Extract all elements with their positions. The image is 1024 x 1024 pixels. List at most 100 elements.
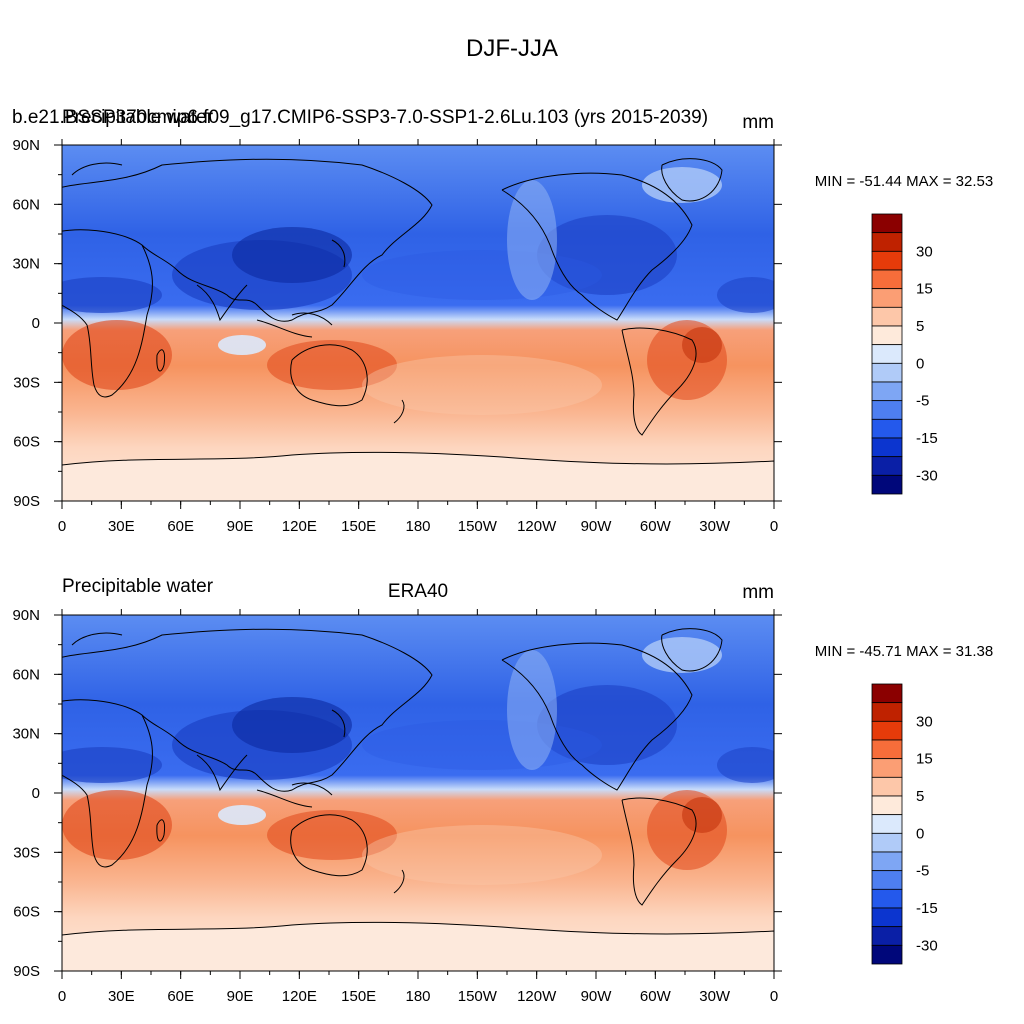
colorbar-swatch	[871, 288, 903, 308]
colorbar-swatch	[871, 907, 903, 928]
colorbar-label: 0	[916, 355, 924, 372]
y-tick-label: 0	[32, 315, 40, 332]
colorbar-swatch	[871, 739, 903, 760]
y-tick-label: 0	[32, 785, 40, 802]
colorbar-label: 30	[916, 713, 933, 730]
colorbar-label: -30	[916, 937, 938, 954]
x-tick-label: 60W	[640, 988, 672, 1005]
colorbar-swatch	[871, 269, 903, 290]
colorbar-label: -5	[916, 863, 929, 880]
colorbar-swatch	[871, 232, 903, 252]
colorbar-swatch	[871, 944, 903, 965]
colorbar-label: 0	[916, 825, 924, 842]
x-tick-label: 120E	[282, 988, 317, 1005]
panel-2-units: mm	[742, 582, 774, 603]
x-tick-label: 150E	[341, 518, 376, 535]
colorbar-swatch	[871, 344, 903, 364]
colorbar-swatch	[871, 362, 903, 383]
x-tick-label: 30E	[108, 988, 135, 1005]
colorbar-swatch	[871, 795, 903, 816]
x-tick-label: 150W	[458, 988, 498, 1005]
figure-title: DJF-JJA	[466, 35, 558, 62]
panel-2: Precipitable water ERA40 mm MIN = -45.71…	[12, 576, 993, 1005]
colorbar-label: 15	[916, 281, 933, 298]
y-tick-label: 30N	[12, 256, 40, 273]
x-tick-label: 30W	[699, 988, 731, 1005]
panel-1-y-ticks: 90N 60N 30N 0 30S 60S 90S	[12, 137, 782, 510]
panel-2-x-ticks: 0 30E 60E 90E 120E 150E 180 150W 120W 90W 60W 30W 0	[58, 609, 778, 1005]
x-tick-label: 120W	[517, 988, 557, 1005]
x-tick-label: 60W	[640, 518, 672, 535]
y-tick-label: 30N	[12, 726, 40, 743]
y-tick-label: 30S	[13, 374, 40, 391]
panel-2-min-max: MIN = -45.71 MAX = 31.38	[815, 643, 993, 660]
x-tick-label: 180	[405, 518, 430, 535]
y-tick-label: 90S	[13, 963, 40, 980]
x-tick-label: 60E	[167, 518, 194, 535]
colorbar-swatch	[871, 702, 903, 722]
x-tick-label: 150W	[458, 518, 498, 535]
x-tick-label: 30W	[699, 518, 731, 535]
colorbar-swatch	[871, 720, 903, 741]
colorbar-swatch	[871, 437, 903, 458]
colorbar-swatch	[871, 814, 903, 834]
panel-2-colorbar: 30 15 5 0 -5 -15 -30	[871, 683, 938, 965]
panel-1: b.e21.BSSP370cmip6.f09_g17.CMIP6-SSP3-7.…	[12, 107, 993, 535]
x-tick-label: 0	[58, 518, 66, 535]
colorbar-label: -15	[916, 430, 938, 447]
colorbar-swatch	[871, 832, 903, 853]
x-tick-label: 60E	[167, 988, 194, 1005]
colorbar-swatch	[871, 776, 903, 797]
x-tick-label: 120E	[282, 518, 317, 535]
colorbar-swatch	[871, 381, 903, 402]
x-tick-label: 120W	[517, 518, 557, 535]
x-tick-label: 90E	[227, 988, 254, 1005]
y-tick-label: 60N	[12, 666, 40, 683]
panel-1-colorbar: 30 15 5 0 -5 -15 -30	[871, 213, 938, 495]
panel-2-left-title: Precipitable water	[62, 576, 214, 597]
y-tick-label: 60S	[13, 434, 40, 451]
panel-2-center-title: ERA40	[388, 581, 448, 602]
panel-1-x-ticks: 0 30E 60E 90E 120E 150E 180 150W 120W 90W 60W 30W 0	[58, 139, 778, 535]
panel-1-left-title: b.e21.BSSP370cmip6.f09_g17.CMIP6-SSP3-7.…	[12, 107, 708, 128]
y-tick-label: 60N	[12, 196, 40, 213]
colorbar-label: -15	[916, 900, 938, 917]
colorbar-swatch	[871, 400, 903, 420]
panel-1-overlay-title: Precipitable water	[62, 107, 214, 128]
colorbar-swatch	[871, 758, 903, 778]
x-tick-label: 180	[405, 988, 430, 1005]
colorbar-swatch	[871, 683, 903, 704]
panel-2-y-ticks: 90N 60N 30N 0 30S 60S 90S	[12, 607, 782, 980]
y-tick-label: 90N	[12, 137, 40, 154]
y-tick-label: 90S	[13, 493, 40, 510]
y-tick-label: 90N	[12, 607, 40, 624]
colorbar-swatch	[871, 926, 903, 946]
colorbar-label: 15	[916, 751, 933, 768]
colorbar-swatch	[871, 456, 903, 476]
panel-1-units: mm	[742, 112, 774, 133]
colorbar-label: 5	[916, 788, 924, 805]
y-tick-label: 60S	[13, 904, 40, 921]
panel-1-min-max: MIN = -51.44 MAX = 32.53	[815, 173, 993, 190]
x-tick-label: 90E	[227, 518, 254, 535]
x-tick-label: 90W	[581, 518, 613, 535]
y-tick-label: 30S	[13, 844, 40, 861]
colorbar-swatch	[871, 851, 903, 872]
panel-1-map	[62, 145, 774, 501]
colorbar-label: 30	[916, 243, 933, 260]
colorbar-swatch	[871, 213, 903, 234]
colorbar-swatch	[871, 418, 903, 439]
colorbar-swatch	[871, 474, 903, 495]
colorbar-swatch	[871, 325, 903, 346]
panel-2-map	[62, 615, 774, 971]
x-tick-label: 0	[770, 988, 778, 1005]
colorbar-swatch	[871, 870, 903, 890]
colorbar-swatch	[871, 250, 903, 271]
colorbar-label: -30	[916, 467, 938, 484]
x-tick-label: 150E	[341, 988, 376, 1005]
colorbar-label: -5	[916, 393, 929, 410]
colorbar-swatch	[871, 888, 903, 909]
x-tick-label: 90W	[581, 988, 613, 1005]
x-tick-label: 0	[58, 988, 66, 1005]
